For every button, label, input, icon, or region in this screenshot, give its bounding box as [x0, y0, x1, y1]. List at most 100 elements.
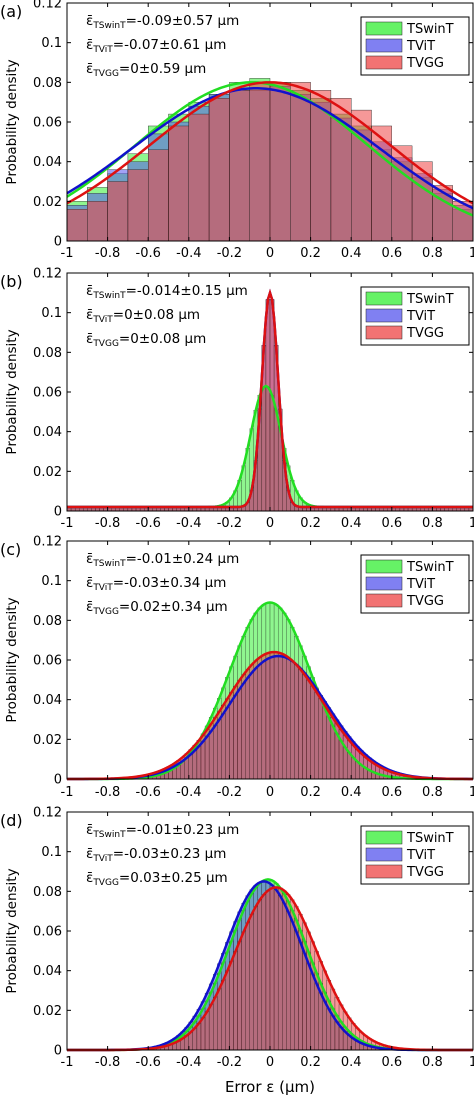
- legend-swatch-tvgg: [365, 55, 403, 70]
- histogram-bar-tvgg: [269, 888, 275, 1051]
- histogram-bars: [139, 879, 405, 1051]
- x-tick-label: -0.2: [217, 1055, 242, 1070]
- y-tick-label: 0.08: [33, 614, 62, 629]
- legend-label: TSwinT: [406, 292, 454, 307]
- x-tick-label: 1: [469, 785, 474, 800]
- stat-annotation: ε̄TSwinT=-0.01±0.23 µm: [86, 822, 239, 840]
- stat-annotation: ε̄TSwinT=-0.01±0.24 µm: [86, 551, 239, 569]
- x-tick-label: -0.2: [217, 785, 242, 800]
- histogram-bar-tvgg: [286, 657, 291, 780]
- legend-swatch-tvit: [365, 576, 403, 591]
- fit-curve-tvit: [66, 87, 474, 210]
- x-tick-label: 0: [266, 246, 274, 261]
- y-tick-label: 0.12: [33, 806, 62, 821]
- legend-swatch-tswint: [365, 830, 403, 845]
- histogram-bar-tvgg: [249, 914, 254, 1051]
- legend-label: TVGG: [406, 865, 444, 880]
- x-tick-label: 1: [469, 1055, 474, 1070]
- histogram-bar-tvgg: [249, 82, 271, 242]
- x-tick-label: -0.4: [176, 785, 201, 800]
- legend-swatch-tvit: [365, 308, 403, 323]
- y-axis-label: Probability density: [4, 59, 20, 184]
- histogram-bar-tvgg: [253, 906, 258, 1051]
- legend-label: TSwinT: [406, 831, 454, 846]
- x-tick-label: -0.4: [176, 246, 201, 261]
- histogram-bar-tvgg: [225, 970, 230, 1051]
- histogram-bar-tvgg: [204, 1011, 210, 1051]
- x-tick-label: 1: [469, 516, 474, 531]
- legend-label: TSwinT: [406, 560, 454, 575]
- x-tick-label: -0.8: [95, 246, 120, 261]
- x-tick-label: -0.6: [136, 1055, 161, 1070]
- x-tick-label: 0.2: [300, 246, 321, 261]
- x-tick-label: 0.8: [422, 246, 443, 261]
- histogram-bar-tvgg: [213, 997, 218, 1051]
- x-tick-label: 0.8: [422, 516, 443, 531]
- histogram-bar-tvgg: [290, 660, 295, 780]
- histogram-bar-tvgg: [269, 82, 291, 242]
- histogram-bar-tvgg: [261, 894, 267, 1051]
- histogram-bar-tvgg: [432, 185, 453, 242]
- histogram-bars: [66, 299, 474, 512]
- panel-label: (b): [0, 272, 23, 291]
- y-tick-label: 0.1: [41, 574, 62, 589]
- y-tick-label: 0.02: [33, 1004, 62, 1019]
- histogram-bar-tvgg: [127, 169, 149, 242]
- histogram-bar-tvgg: [200, 1017, 206, 1051]
- y-tick-label: 0.12: [33, 267, 62, 282]
- stat-annotation: ε̄TViT=-0.03±0.34 µm: [86, 575, 226, 593]
- y-tick-label: 0.06: [33, 654, 62, 669]
- legend-label: TViT: [406, 39, 435, 54]
- x-tick-label: 0.8: [422, 1055, 443, 1070]
- histogram-bar-tvgg: [229, 90, 250, 242]
- histogram-bar-tvgg: [277, 652, 283, 780]
- histogram-bar-tvgg: [241, 931, 246, 1051]
- histogram-bar-tvgg: [237, 941, 242, 1051]
- histogram-bar-tvgg: [273, 887, 279, 1051]
- x-tick-label: 0.2: [300, 516, 321, 531]
- histogram-bars: [123, 602, 429, 780]
- x-tick-label: 0.4: [341, 516, 362, 531]
- histogram-bar-tvgg: [221, 980, 226, 1051]
- fit-curve-tvgg: [67, 650, 474, 781]
- x-tick-label: 0.6: [381, 1055, 402, 1070]
- y-tick-label: 0.02: [33, 195, 62, 210]
- histogram-bar-tvgg: [269, 299, 275, 512]
- histogram-bar-tvgg: [318, 698, 323, 780]
- y-tick-label: 0.04: [33, 693, 62, 708]
- x-tick-label: 0: [266, 516, 274, 531]
- x-tick-label: -0.2: [217, 516, 242, 531]
- y-tick-label: 0.06: [33, 386, 62, 401]
- histogram-bar-tvgg: [265, 890, 271, 1051]
- chart-panel-b: -1 -0.8 -0.6 -0.4 -0.2 0 0.2 0.4 0.6 0.8 1 0 0.02 0.0…: [0, 267, 474, 532]
- legend-label: TSwinT: [406, 22, 454, 37]
- histogram-bar-tvgg: [168, 125, 189, 242]
- panel-label: (d): [0, 811, 23, 830]
- legend-label: TVGG: [406, 56, 444, 71]
- y-tick-label: 0.04: [33, 425, 62, 440]
- histogram-bar-tvgg: [245, 922, 250, 1051]
- x-tick-label: -1: [61, 246, 74, 261]
- histogram-bar-tvgg: [261, 654, 267, 780]
- histogram-bar-tvgg: [257, 899, 263, 1051]
- histogram-bar-tvgg: [208, 97, 230, 242]
- stat-annotation: ε̄TSwinT=-0.014±0.15 µm: [86, 283, 248, 301]
- legend-swatch-tvgg: [365, 864, 403, 879]
- legend-label: TVGG: [406, 326, 444, 341]
- histogram-bar-tvgg: [147, 149, 169, 242]
- stat-annotation: ε̄TSwinT=-0.09±0.57 µm: [86, 13, 239, 31]
- y-tick-label: 0: [54, 505, 62, 520]
- x-tick-label: 0.8: [422, 785, 443, 800]
- x-tick-label: 0.4: [341, 246, 362, 261]
- histogram-bar-tvgg: [192, 1027, 198, 1051]
- histogram-bar-tvgg: [282, 654, 287, 780]
- histogram-bar-tvgg: [310, 686, 315, 780]
- histogram-bar-tvgg: [322, 705, 327, 780]
- y-tick-label: 0.08: [33, 346, 62, 361]
- histogram-bar-tvgg: [233, 951, 238, 1051]
- y-tick-label: 0: [54, 773, 62, 788]
- x-tick-label: -0.2: [217, 246, 242, 261]
- histogram-bar-tvgg: [294, 664, 299, 780]
- y-tick-label: 0.02: [33, 733, 62, 748]
- y-tick-label: 0.08: [33, 76, 62, 91]
